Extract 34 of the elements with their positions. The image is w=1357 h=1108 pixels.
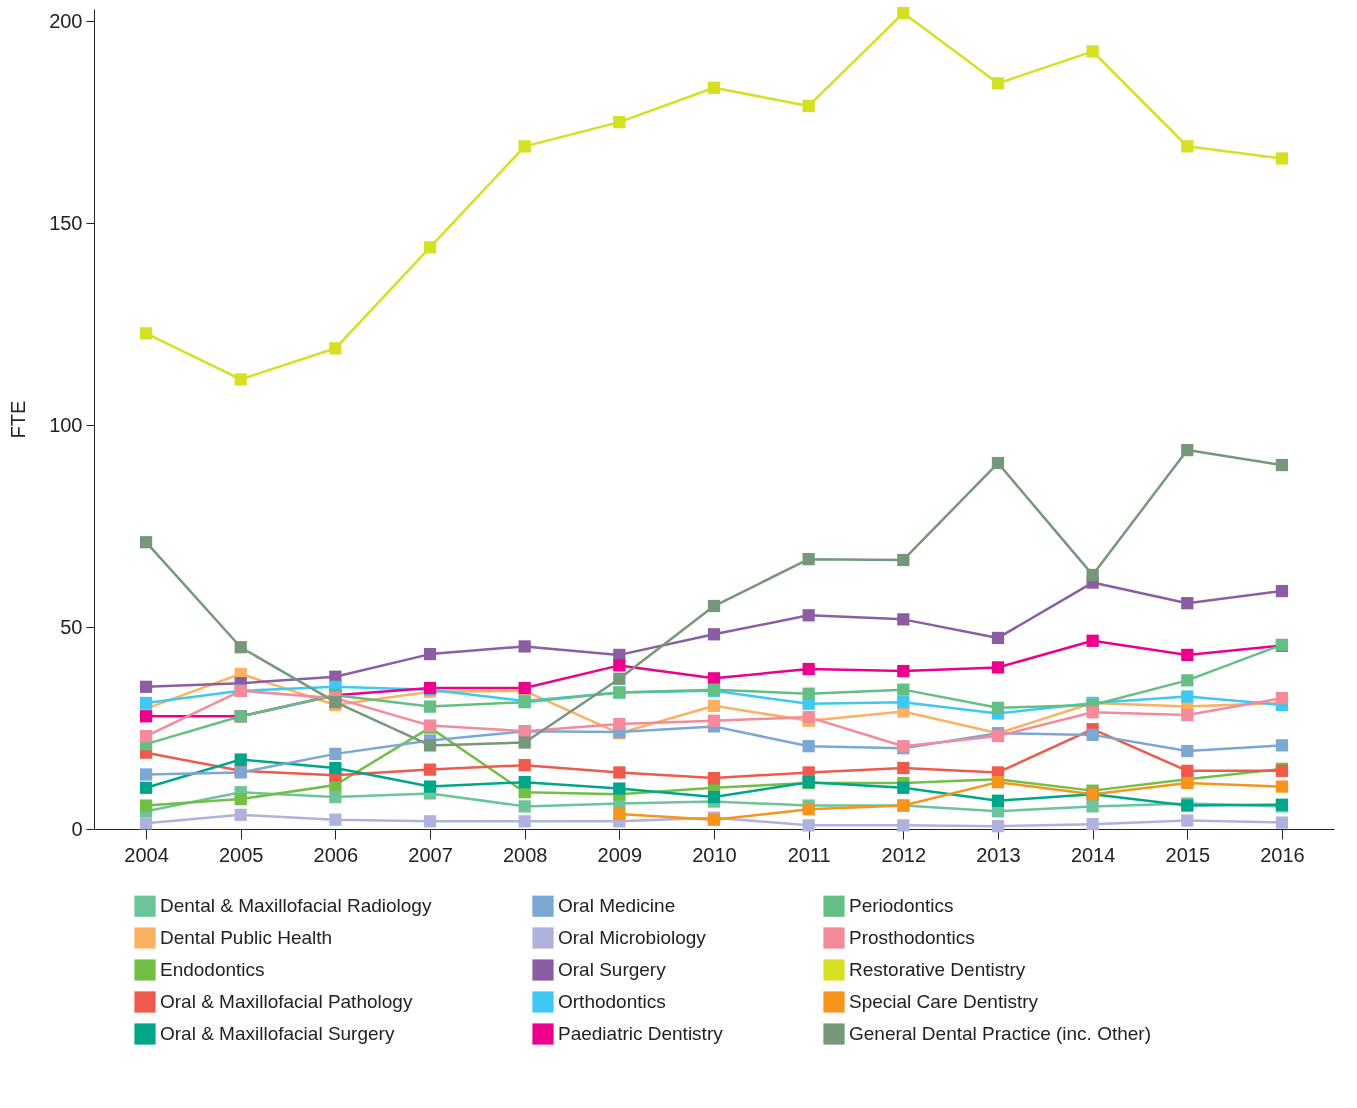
x-tick-label: 2010 bbox=[692, 843, 737, 866]
legend-label: Oral Medicine bbox=[558, 895, 676, 917]
legend-label: Oral & Maxillofacial Surgery bbox=[160, 1023, 395, 1044]
legend-label: Special Care Dentistry bbox=[849, 991, 1039, 1012]
x-tick-label: 2014 bbox=[1070, 843, 1116, 866]
x-tick-label: 2013 bbox=[976, 843, 1021, 866]
x-tick-label: 2015 bbox=[1165, 843, 1211, 866]
y-tick-label: 50 bbox=[60, 615, 83, 638]
y-tick-label: 200 bbox=[49, 9, 83, 32]
x-tick-label: 2011 bbox=[787, 843, 831, 866]
x-tick-label: 2006 bbox=[313, 843, 359, 866]
y-axis-title: FTE bbox=[7, 400, 30, 439]
x-tick-label: 2016 bbox=[1260, 843, 1305, 866]
legend-label: Prosthodontics bbox=[849, 927, 975, 948]
legend-label: Periodontics bbox=[849, 895, 954, 917]
legend-label: Oral & Maxillofacial Pathology bbox=[160, 991, 413, 1012]
x-tick-label: 2004 bbox=[124, 843, 169, 866]
legend-label: Dental Public Health bbox=[160, 927, 333, 948]
y-tick-label: 100 bbox=[49, 413, 83, 436]
x-tick-label: 2007 bbox=[408, 843, 453, 866]
legend-label: Paediatric Dentistry bbox=[558, 1023, 724, 1044]
legend-label: Orthodontics bbox=[558, 991, 666, 1012]
x-tick-label: 2012 bbox=[881, 843, 927, 866]
y-tick-label: 150 bbox=[49, 211, 83, 234]
legend-label: Oral Surgery bbox=[558, 959, 667, 980]
x-tick-label: 2008 bbox=[502, 843, 548, 866]
x-tick-label: 2009 bbox=[597, 843, 643, 866]
y-tick-label: 0 bbox=[71, 817, 83, 840]
legend-label: Endodontics bbox=[160, 959, 265, 980]
legend-label: Dental & Maxillofacial Radiology bbox=[160, 895, 432, 917]
legend-label: Restorative Dentistry bbox=[849, 959, 1026, 980]
x-tick-label: 2005 bbox=[218, 843, 264, 866]
legend-label: General Dental Practice (inc. Other) bbox=[849, 1023, 1152, 1044]
legend-label: Oral Microbiology bbox=[558, 927, 707, 948]
